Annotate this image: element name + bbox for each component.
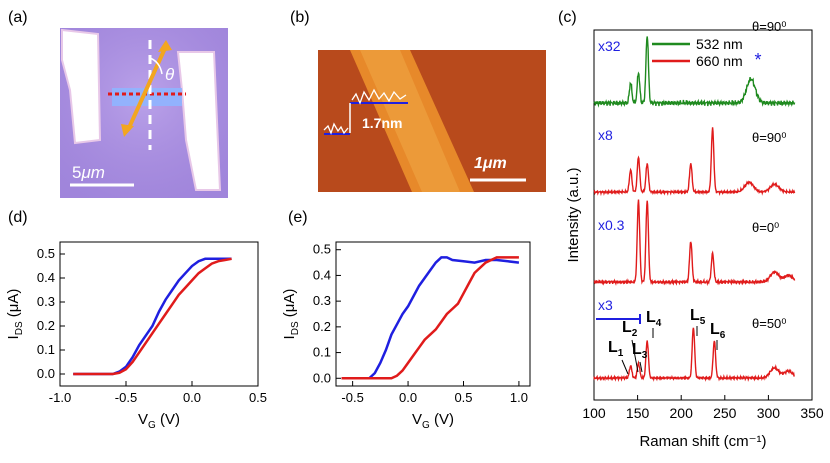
peak-label-l3: L3 — [632, 341, 648, 361]
x-tick-label: 350 — [800, 405, 824, 421]
raman-trace — [593, 327, 795, 383]
y-tick-label: 0.3 — [313, 293, 331, 308]
panel-a-label: (a) — [8, 9, 28, 26]
x-tick-label: 0.5 — [454, 390, 472, 405]
x-axis-label: Raman shift (cm⁻¹) — [639, 433, 766, 450]
peak-arrow — [621, 359, 629, 375]
series-red-line — [73, 257, 232, 376]
height-label: 1.7nm — [362, 115, 402, 131]
raman-trace — [593, 199, 796, 287]
peak-label-l2: L2 — [622, 319, 638, 339]
y-tick-label: 0.2 — [37, 318, 55, 333]
plot-frame — [593, 29, 813, 401]
trace-angle-label: θ=90⁰ — [752, 130, 787, 145]
plot-frame — [335, 241, 531, 387]
peak-label-l5: L5 — [690, 307, 706, 327]
peak-arrow — [631, 339, 639, 373]
raman-trace — [593, 127, 796, 197]
panel-c-label: (c) — [558, 9, 577, 26]
transfer-chart-e: -0.5 0.0 0.5 1.00.00.10.20.30.40.5VG (V)IDS… — [281, 241, 531, 431]
trace-scale-label: x0.3 — [598, 217, 625, 233]
y-tick-label: 0.0 — [37, 366, 55, 381]
series-blue-line — [341, 256, 520, 380]
x-axis-label: VG (V) — [138, 411, 180, 431]
trace-scale-label: x3 — [598, 297, 613, 313]
x-tick-label: 150 — [626, 405, 650, 421]
x-tick-label: 200 — [670, 405, 694, 421]
y-axis-label: IDS (μA) — [5, 289, 25, 340]
trace-angle-label: θ=90⁰ — [752, 19, 787, 34]
peak-label-l1: L1 — [608, 339, 624, 359]
legend-label: 660 nm — [696, 53, 743, 69]
panel-b-scale-label: 1μm — [474, 155, 507, 172]
y-tick-label: 0.3 — [37, 294, 55, 309]
trace-scale-label: x32 — [598, 38, 621, 54]
panel-a-micrograph: θ 5μm — [60, 28, 228, 198]
plot-frame — [59, 241, 259, 387]
x-tick-label: 0.0 — [183, 390, 201, 405]
x-axis-label: VG (V) — [412, 411, 454, 431]
trace-angle-label: θ=0⁰ — [752, 220, 779, 235]
x-tick-label: 100 — [582, 405, 606, 421]
legend-label: 532 nm — [696, 36, 743, 52]
x-tick-label: -0.5 — [341, 390, 363, 405]
peak-label-l4: L4 — [646, 309, 662, 329]
theta-symbol: θ — [165, 65, 175, 84]
panel-d-label: (d) — [8, 209, 28, 226]
panel-a-scale-label: 5μm — [72, 163, 105, 182]
trace-angle-label: θ=50⁰ — [752, 316, 787, 331]
panel-b-afm-image: 1.7nm 1μm — [318, 50, 546, 192]
panel-b-label: (b) — [290, 9, 310, 26]
peak-label-l6: L6 — [710, 321, 726, 341]
y-tick-label: 0.4 — [37, 270, 55, 285]
peak-arrow — [639, 361, 643, 373]
x-tick-label: -0.5 — [115, 390, 137, 405]
x-tick-label: 0.5 — [249, 390, 267, 405]
star-marker: * — [754, 50, 761, 70]
y-axis-label: IDS (μA) — [281, 289, 301, 340]
y-tick-label: 0.0 — [313, 370, 331, 385]
y-axis-label: Intensity (a.u.) — [565, 167, 582, 262]
transfer-chart-d: -1.0 -0.5 0.0 0.5 0.0 0.1 0.2 0.3 0.4 0.5 VG (V) ID… — [5, 241, 267, 431]
x-tick-label: -1.0 — [49, 390, 71, 405]
x-tick-label: 250 — [713, 405, 737, 421]
trace-scale-label: x8 — [598, 127, 613, 143]
series-red-line — [341, 256, 519, 380]
y-tick-label: 0.1 — [313, 345, 331, 360]
y-tick-label: 0.5 — [37, 246, 55, 261]
x-tick-label: 300 — [757, 405, 781, 421]
series-blue-line — [73, 257, 232, 376]
y-tick-label: 0.1 — [37, 342, 55, 357]
x-tick-label: 1.0 — [510, 390, 528, 405]
y-tick-label: 0.2 — [313, 319, 331, 334]
y-tick-label: 0.4 — [313, 267, 331, 282]
raman-chart: 100 150 200 250 300 350 Raman shift (cm⁻¹) Inte… — [565, 19, 824, 450]
panel-e-label: (e) — [288, 209, 308, 226]
x-tick-label: 0.0 — [399, 390, 417, 405]
raman-trace — [593, 36, 796, 108]
y-tick-label: 0.5 — [313, 242, 331, 257]
